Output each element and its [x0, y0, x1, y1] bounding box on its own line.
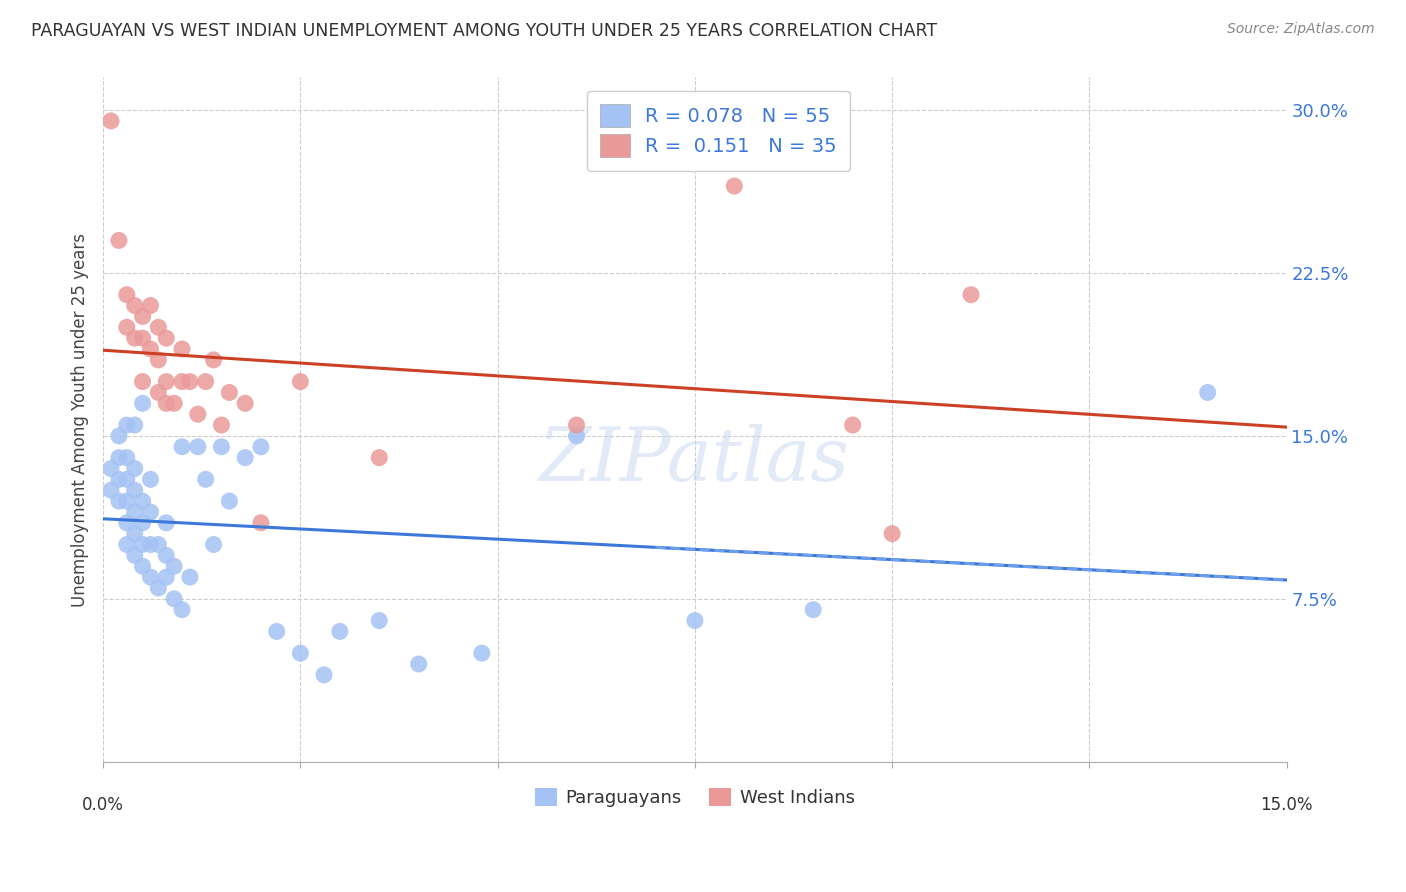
Point: [163, 559, 186, 574]
Point: [131, 396, 153, 410]
Point: [115, 417, 138, 432]
Point: [565, 429, 588, 443]
Point: [312, 668, 335, 682]
Point: [139, 299, 162, 313]
Point: [170, 342, 193, 356]
Point: [250, 440, 273, 454]
Point: [115, 494, 138, 508]
Point: [131, 375, 153, 389]
Point: [148, 537, 170, 551]
Point: [100, 114, 122, 128]
Point: [131, 537, 153, 551]
Point: [131, 559, 153, 574]
Point: [723, 179, 745, 194]
Point: [155, 516, 177, 530]
Point: [131, 516, 153, 530]
Point: [218, 385, 240, 400]
Point: [139, 537, 162, 551]
Point: [148, 320, 170, 334]
Point: [124, 526, 146, 541]
Text: 0.0%: 0.0%: [82, 797, 124, 814]
Point: [408, 657, 430, 671]
Point: [139, 342, 162, 356]
Point: [124, 483, 146, 498]
Point: [170, 440, 193, 454]
Point: [170, 603, 193, 617]
Point: [115, 287, 138, 301]
Text: 15.0%: 15.0%: [1260, 797, 1313, 814]
Point: [115, 320, 138, 334]
Point: [202, 537, 225, 551]
Point: [880, 526, 903, 541]
Point: [211, 417, 233, 432]
Point: [139, 570, 162, 584]
Point: [148, 385, 170, 400]
Point: [290, 375, 312, 389]
Text: PARAGUAYAN VS WEST INDIAN UNEMPLOYMENT AMONG YOUTH UNDER 25 YEARS CORRELATION CH: PARAGUAYAN VS WEST INDIAN UNEMPLOYMENT A…: [31, 22, 936, 40]
Point: [155, 396, 177, 410]
Point: [124, 331, 146, 345]
Point: [115, 537, 138, 551]
Point: [179, 570, 201, 584]
Point: [202, 352, 225, 367]
Point: [108, 450, 131, 465]
Point: [100, 483, 122, 498]
Point: [148, 581, 170, 595]
Point: [148, 352, 170, 367]
Point: [108, 429, 131, 443]
Point: [368, 450, 391, 465]
Point: [233, 450, 256, 465]
Point: [139, 472, 162, 486]
Point: [115, 450, 138, 465]
Point: [194, 375, 217, 389]
Point: [155, 570, 177, 584]
Point: [124, 461, 146, 475]
Point: [187, 440, 209, 454]
Point: [179, 375, 201, 389]
Point: [194, 472, 217, 486]
Point: [124, 417, 146, 432]
Point: [108, 472, 131, 486]
Point: [290, 646, 312, 660]
Point: [187, 407, 209, 421]
Point: [131, 494, 153, 508]
Point: [115, 472, 138, 486]
Text: Source: ZipAtlas.com: Source: ZipAtlas.com: [1227, 22, 1375, 37]
Point: [266, 624, 288, 639]
Point: [100, 461, 122, 475]
Y-axis label: Unemployment Among Youth under 25 years: Unemployment Among Youth under 25 years: [72, 233, 89, 607]
Point: [115, 516, 138, 530]
Point: [801, 603, 824, 617]
Point: [124, 505, 146, 519]
Point: [124, 549, 146, 563]
Point: [565, 417, 588, 432]
Point: [163, 591, 186, 606]
Point: [131, 331, 153, 345]
Point: [211, 440, 233, 454]
Point: [139, 505, 162, 519]
Point: [155, 375, 177, 389]
Point: [131, 310, 153, 324]
Point: [163, 396, 186, 410]
Text: ZIPatlas: ZIPatlas: [540, 425, 851, 497]
Point: [368, 614, 391, 628]
Point: [960, 287, 983, 301]
Point: [683, 614, 706, 628]
Point: [250, 516, 273, 530]
Point: [233, 396, 256, 410]
Point: [170, 375, 193, 389]
Point: [841, 417, 863, 432]
Point: [471, 646, 494, 660]
Point: [108, 233, 131, 247]
Point: [218, 494, 240, 508]
Point: [124, 299, 146, 313]
Point: [155, 331, 177, 345]
Point: [108, 494, 131, 508]
Point: [155, 549, 177, 563]
Point: [1197, 385, 1219, 400]
Legend: Paraguayans, West Indians: Paraguayans, West Indians: [527, 780, 862, 814]
Point: [329, 624, 352, 639]
